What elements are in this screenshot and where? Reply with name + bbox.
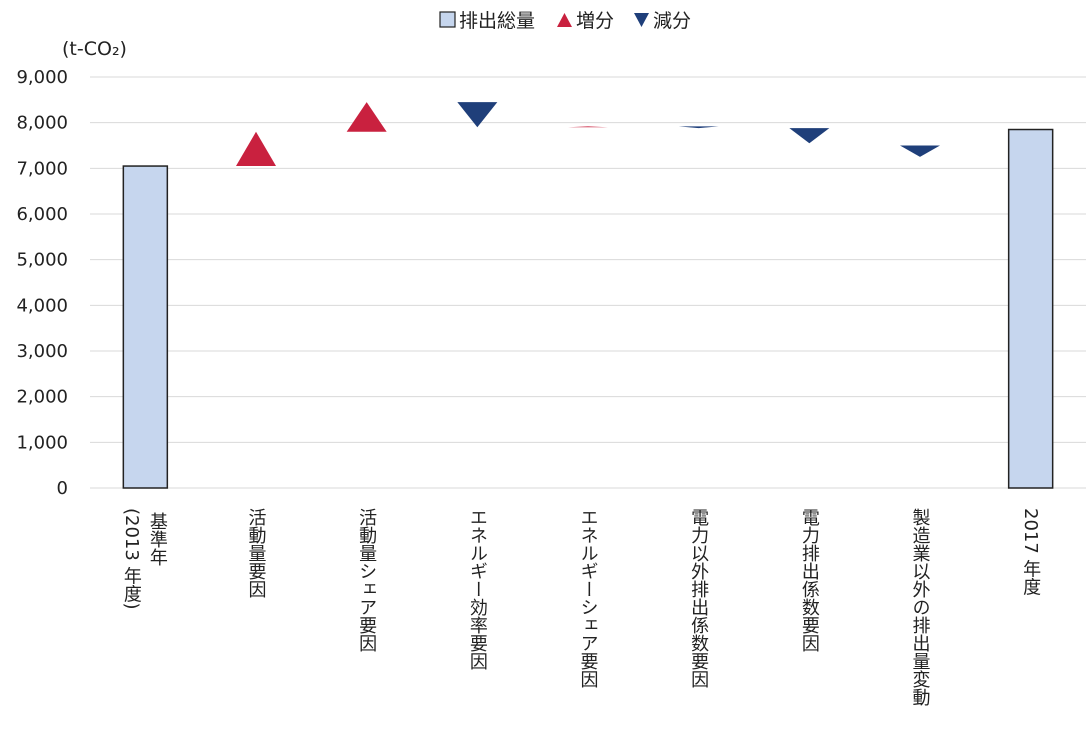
y-tick-label: 6,000	[16, 204, 68, 225]
legend-label: 減分	[653, 10, 691, 32]
legend-swatch-decrease	[634, 13, 649, 27]
x-tick-label: 電力以外排出係数要因	[688, 508, 709, 688]
total-bar	[122, 165, 169, 489]
decrease-marker	[900, 145, 940, 157]
x-tick-label: エネルギーシェア要因	[578, 508, 599, 688]
y-tick-label: 5,000	[16, 250, 68, 271]
y-tick-label: 0	[57, 478, 68, 499]
legend-label: 増分	[576, 10, 614, 32]
x-tick-label: 基準年	[147, 512, 168, 566]
x-axis-labels: 基準年(2013 年度) 活動量要因 活動量シェア要因 エネルギー効率要因 エネルギーシ…	[121, 508, 1041, 706]
legend-label: 排出総量	[459, 10, 535, 32]
legend-swatch-increase	[557, 13, 572, 27]
x-tick-label: 活動量シェア要因	[356, 508, 377, 652]
y-tick-label: 2,000	[16, 387, 68, 408]
increase-marker	[568, 126, 608, 128]
x-tick-label: 電力排出係数要因	[799, 508, 820, 652]
decrease-marker	[457, 102, 498, 128]
y-tick-label: 1,000	[16, 432, 68, 453]
y-tick-label: 7,000	[16, 158, 68, 179]
increase-marker	[236, 131, 276, 167]
legend: 排出総量 増分 減分	[439, 10, 691, 32]
x-tick-label: 2017 年度	[1020, 508, 1041, 596]
y-tick-label: 8,000	[16, 113, 68, 134]
data-marks	[122, 102, 1054, 489]
decrease-marker	[789, 128, 830, 144]
y-unit-label: (t-CO₂)	[62, 38, 127, 60]
y-axis: 0 1,000 2,000 3,000 4,000 5,000 6,000 7,000 8,00…	[16, 67, 68, 499]
x-tick-sublabel: (2013 年度)	[121, 508, 142, 610]
x-tick-label: エネルギー効率要因	[467, 508, 488, 670]
gridlines	[90, 76, 1086, 489]
y-tick-label: 9,000	[16, 67, 68, 88]
total-bar	[1007, 128, 1054, 489]
y-tick-label: 3,000	[16, 341, 68, 362]
x-tick-label: 製造業以外の排出量変動	[910, 508, 931, 706]
legend-swatch-total	[439, 11, 456, 28]
increase-marker	[346, 102, 387, 132]
x-tick-label: 活動量要因	[246, 508, 267, 598]
y-tick-label: 4,000	[16, 295, 68, 316]
decrease-marker	[678, 126, 719, 129]
